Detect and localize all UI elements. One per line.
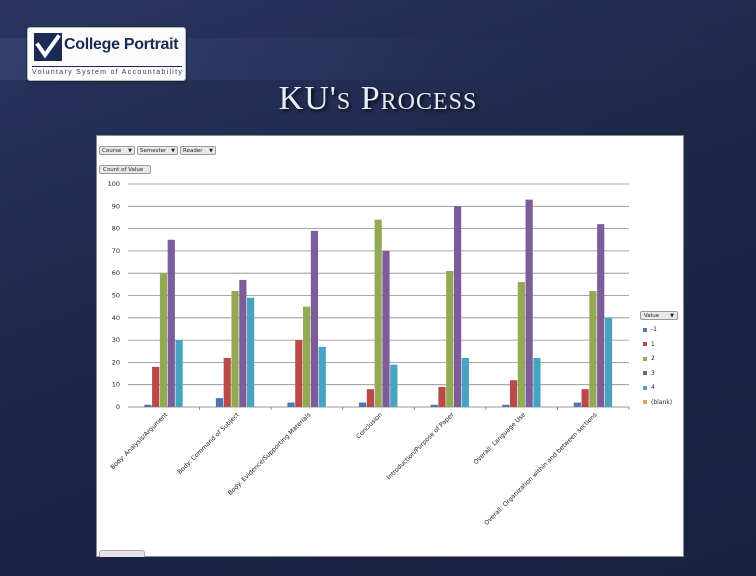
legend-swatch: [643, 371, 647, 375]
bar: [382, 250, 390, 407]
bar: [502, 404, 510, 407]
legend-label: -1: [651, 326, 657, 333]
bar: [231, 291, 239, 407]
bar: [144, 404, 152, 407]
bar: [533, 357, 541, 407]
bar: [215, 398, 224, 407]
bar: [159, 273, 168, 407]
bar: [359, 402, 367, 407]
bar: [525, 199, 533, 407]
dropdown-arrow-icon: ▼: [171, 148, 175, 154]
bar: [366, 389, 374, 407]
legend-swatch: [643, 400, 647, 404]
bar: [509, 380, 518, 407]
y-tick-label: 100: [108, 180, 120, 188]
bar: [303, 306, 311, 407]
y-tick-label: 10: [112, 381, 120, 389]
legend-item: 2: [643, 354, 655, 364]
legend-item: 1: [643, 340, 655, 350]
y-tick-label: 20: [112, 358, 120, 366]
filter-semester-label: Semester: [140, 148, 167, 154]
y-tick-label: 90: [112, 202, 120, 210]
bar: [310, 230, 319, 407]
legend-label: 2: [651, 355, 655, 362]
dropdown-arrow-icon: ▼: [670, 313, 674, 319]
filter-course-label: Course: [102, 148, 122, 154]
x-tick-label: Conclusion: [355, 411, 384, 440]
legend-item: 4: [643, 383, 655, 393]
bar: [438, 386, 446, 407]
pivot-chart-panel: Course ▼ Semester ▼ Reader ▼ Count of Va…: [96, 135, 684, 557]
legend-label: 4: [651, 384, 655, 391]
x-tick-label: Body: Command of Subject: [176, 411, 241, 476]
legend-swatch: [643, 385, 647, 390]
bar: [318, 346, 326, 407]
bar: [247, 297, 255, 407]
bar: [295, 340, 303, 407]
filter-reader-label: Reader: [183, 148, 203, 154]
bar: [453, 206, 462, 407]
x-tick-label: Introduction/Purpose of Paper: [386, 411, 456, 481]
slide-title: KU's Process: [278, 80, 478, 117]
x-tick-label: Body: Analysis/Argument: [109, 411, 169, 471]
filter-course-button[interactable]: Course ▼: [99, 146, 135, 155]
dropdown-arrow-icon: ▼: [128, 148, 132, 154]
legend-item: 3: [643, 369, 655, 379]
bar: [573, 402, 581, 407]
bar: [446, 270, 454, 407]
bar: [517, 282, 525, 407]
legend-label: 1: [651, 340, 655, 348]
sheet-tab[interactable]: [99, 550, 145, 557]
x-tick-label: Overall: Organization within and between…: [483, 411, 598, 526]
legend-value-filter[interactable]: Value ▼: [640, 311, 678, 320]
legend-item: -1: [643, 325, 657, 335]
x-tick-label: Overall: Language Use: [472, 411, 527, 466]
y-tick-label: 80: [112, 225, 120, 233]
legend-item: (blank): [643, 398, 672, 408]
y-tick-label: 60: [112, 269, 120, 277]
logo-tagline: Voluntary System of Accountability: [32, 66, 182, 76]
bar: [374, 219, 382, 407]
bar: [597, 224, 605, 407]
bar: [581, 389, 589, 407]
bar: [223, 357, 231, 407]
filter-semester-button[interactable]: Semester ▼: [137, 146, 178, 155]
dropdown-arrow-icon: ▼: [209, 148, 213, 154]
bar-chart: 0 10 20 30 40 50 60 70 80 90 100 Body: Analysis/Arg…: [108, 180, 630, 527]
bar: [430, 404, 438, 407]
y-tick-label: 0: [116, 403, 120, 411]
checkmark-logo-icon: [34, 33, 62, 61]
legend-swatch: [643, 356, 647, 361]
bar: [461, 357, 469, 407]
y-tick-label: 30: [112, 336, 120, 344]
legend-swatch: [643, 342, 647, 346]
bar: [287, 402, 295, 407]
bar: [390, 364, 398, 407]
filter-reader-button[interactable]: Reader ▼: [180, 146, 216, 155]
y-tick-label: 50: [112, 292, 120, 300]
bar: [239, 279, 247, 407]
x-tick-label: Body: Evidence/Supporting Materials: [227, 411, 312, 496]
logo-name: College Portrait: [64, 36, 179, 53]
college-portrait-logo: College Portrait Voluntary System of Acc…: [27, 27, 186, 81]
bar: [167, 239, 175, 407]
legend-label: 3: [651, 369, 655, 377]
legend-swatch: [643, 327, 647, 332]
bar: [175, 340, 183, 407]
y-tick-label: 70: [112, 247, 120, 255]
legend-label: (blank): [651, 398, 673, 406]
legend-header-label: Value: [644, 313, 660, 319]
bar: [604, 317, 613, 407]
bar: [152, 366, 160, 407]
count-of-value-button[interactable]: Count of Value: [99, 165, 151, 174]
y-tick-label: 40: [112, 314, 120, 322]
bar: [589, 291, 597, 407]
